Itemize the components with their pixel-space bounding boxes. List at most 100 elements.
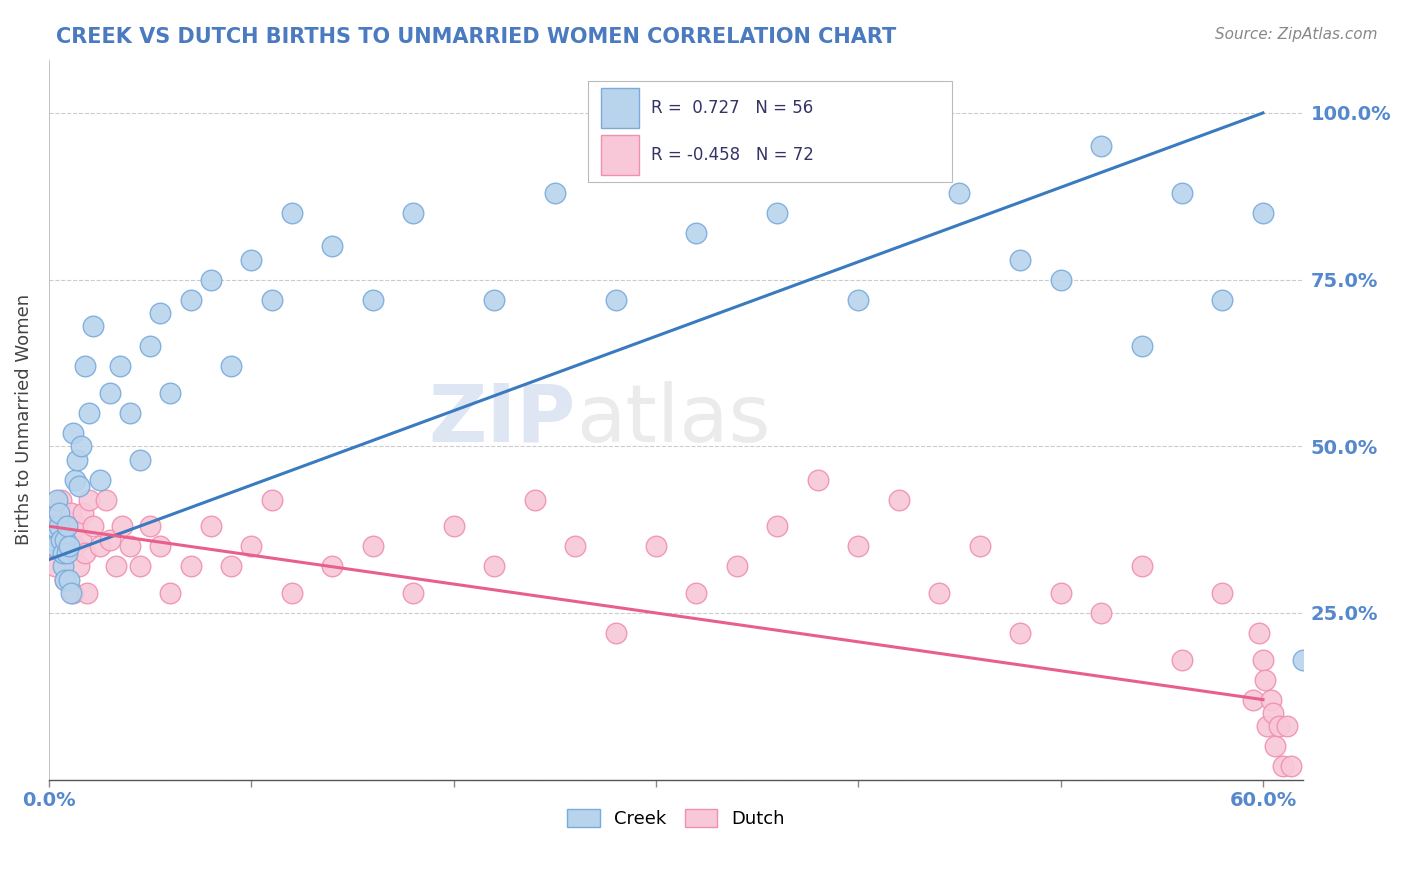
Point (321, 239, 343, 253)
Point (1211, 293, 1233, 307)
Point (846, 539, 869, 553)
Point (129, 452, 152, 467)
Point (1272, 759, 1295, 773)
Point (53, 533, 76, 547)
Point (180, 293, 202, 307)
Point (1090, 606, 1112, 620)
Point (66, 519, 89, 533)
Point (200, 519, 222, 533)
Point (89, 473, 111, 487)
Point (48, 506, 70, 520)
Point (645, 539, 668, 553)
Point (75, 359, 97, 374)
Point (482, 293, 505, 307)
Point (1247, 626, 1270, 640)
Point (118, 406, 141, 420)
Point (1251, 652, 1274, 666)
Point (149, 306, 172, 320)
Point (49, 492, 72, 507)
Point (1268, 719, 1291, 733)
Point (1130, 339, 1153, 353)
Text: R =  0.727   N = 56: R = 0.727 N = 56 (651, 99, 813, 117)
Point (60, 586, 83, 600)
Point (969, 539, 991, 553)
Point (544, 186, 567, 200)
Text: R = -0.458   N = 72: R = -0.458 N = 72 (651, 146, 814, 164)
Point (52, 559, 75, 574)
Point (72, 506, 94, 520)
Point (1010, 626, 1032, 640)
Point (219, 359, 242, 374)
Point (44, 559, 66, 574)
Point (240, 539, 263, 553)
Point (82, 519, 104, 533)
Point (94, 492, 117, 507)
Point (66, 452, 89, 467)
Point (56, 546, 79, 560)
Point (766, 519, 789, 533)
Point (605, 293, 627, 307)
Point (56, 519, 79, 533)
Point (58, 539, 80, 553)
Point (129, 559, 152, 574)
Point (1010, 252, 1032, 267)
Point (402, 586, 425, 600)
Point (111, 519, 134, 533)
Point (48, 533, 70, 547)
Bar (600, 88, 638, 128)
Point (1264, 739, 1286, 754)
Point (52, 546, 75, 560)
Point (180, 559, 202, 574)
Point (56, 519, 79, 533)
Point (685, 586, 707, 600)
Point (605, 626, 627, 640)
Point (564, 539, 586, 553)
Point (1277, 719, 1299, 733)
Legend: Creek, Dutch: Creek, Dutch (560, 802, 792, 836)
Point (159, 586, 181, 600)
Point (281, 586, 304, 600)
Point (1251, 206, 1274, 220)
Point (725, 559, 748, 574)
Point (44, 539, 66, 553)
Point (846, 293, 869, 307)
Point (240, 252, 263, 267)
Point (361, 539, 384, 553)
Point (887, 492, 910, 507)
Point (1254, 673, 1277, 687)
Text: atlas: atlas (576, 381, 770, 458)
Point (361, 293, 384, 307)
Point (685, 226, 707, 240)
Point (1261, 706, 1284, 720)
Point (46, 492, 69, 507)
Point (1211, 586, 1233, 600)
Point (807, 473, 830, 487)
Point (928, 586, 950, 600)
Point (159, 386, 181, 401)
Point (42, 519, 65, 533)
Point (281, 206, 304, 220)
Point (62, 425, 84, 440)
Point (118, 539, 141, 553)
Point (948, 186, 970, 200)
Point (766, 206, 789, 220)
Point (200, 272, 222, 286)
Y-axis label: Births to Unmarried Women: Births to Unmarried Women (15, 294, 32, 545)
Point (1292, 652, 1315, 666)
Point (67, 559, 90, 574)
Point (67, 479, 90, 493)
Point (39, 539, 62, 553)
Point (58, 573, 80, 587)
Point (70, 439, 93, 453)
Point (49, 533, 72, 547)
Point (79, 406, 101, 420)
Text: CREEK VS DUTCH BIRTHS TO UNMARRIED WOMEN CORRELATION CHART: CREEK VS DUTCH BIRTHS TO UNMARRIED WOMEN… (56, 27, 897, 46)
Point (53, 573, 76, 587)
Point (70, 533, 93, 547)
Point (75, 546, 97, 560)
Point (65, 473, 87, 487)
Point (402, 206, 425, 220)
Point (260, 492, 283, 507)
Point (1279, 759, 1302, 773)
Point (52, 546, 75, 560)
